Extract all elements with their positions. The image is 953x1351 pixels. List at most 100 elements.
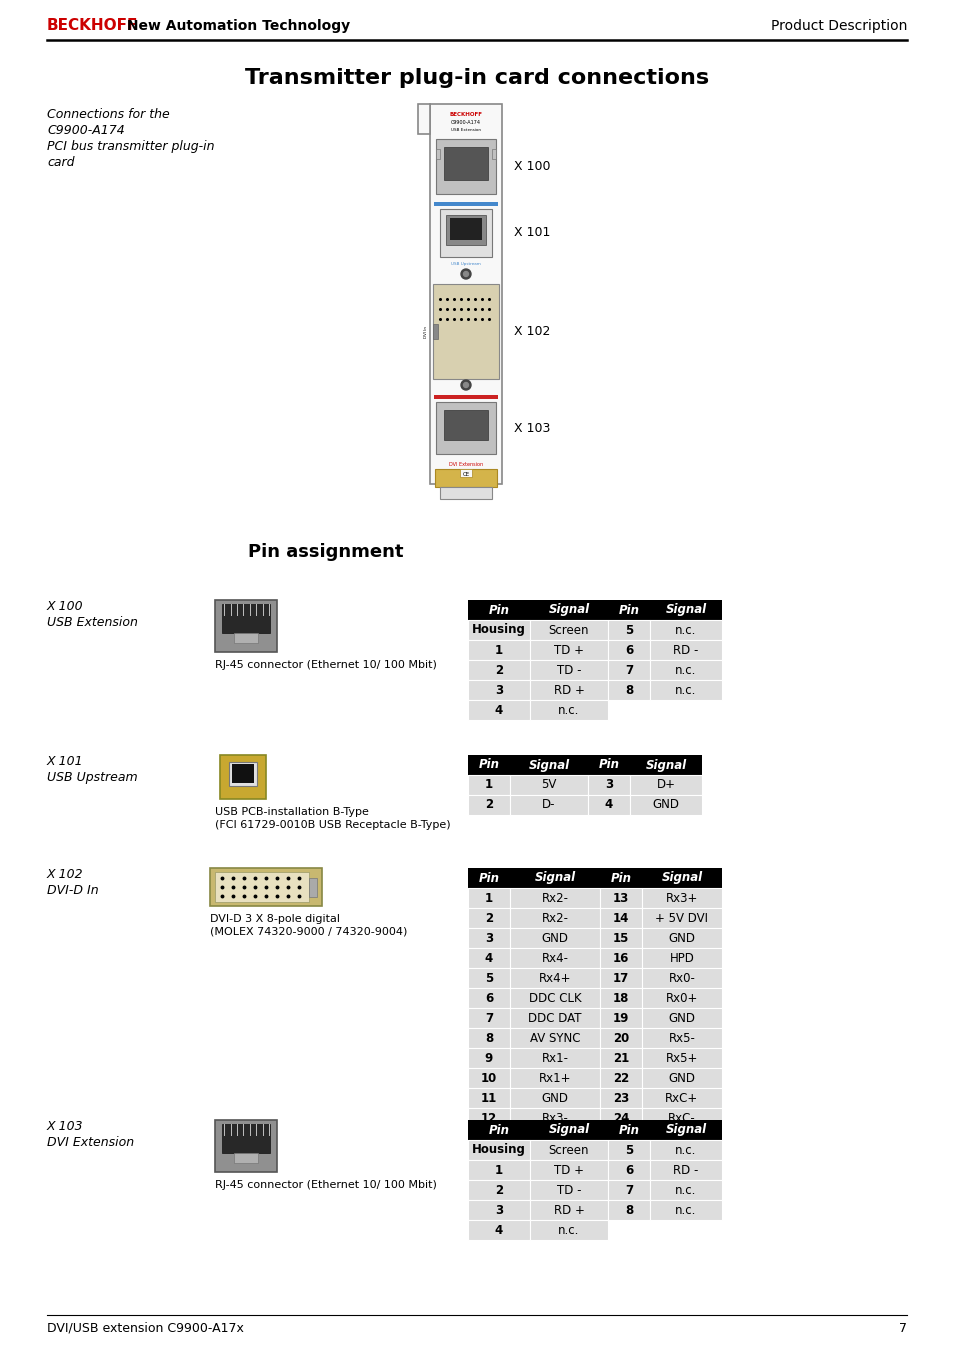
Text: Connections for the: Connections for the <box>47 108 170 122</box>
Text: 21: 21 <box>612 1051 628 1065</box>
Bar <box>468 969 510 988</box>
Bar <box>641 908 721 928</box>
Bar <box>530 680 607 700</box>
Text: 6: 6 <box>624 643 633 657</box>
Bar <box>641 969 721 988</box>
Text: 7: 7 <box>484 1012 493 1024</box>
Bar <box>510 1048 599 1069</box>
Bar <box>468 1220 530 1240</box>
Text: card: card <box>47 155 74 169</box>
Text: Transmitter plug-in card connections: Transmitter plug-in card connections <box>245 68 708 88</box>
Text: HPD: HPD <box>669 951 694 965</box>
Text: Screen: Screen <box>548 1143 589 1156</box>
Text: BECKHOFF: BECKHOFF <box>47 19 138 34</box>
Bar <box>587 794 629 815</box>
Bar <box>434 203 497 205</box>
Text: Pin: Pin <box>610 871 631 885</box>
Text: 6: 6 <box>624 1163 633 1177</box>
Text: 4: 4 <box>495 1224 502 1236</box>
Text: n.c.: n.c. <box>675 1183 696 1197</box>
Text: DVI-D 3 X 8-pole digital: DVI-D 3 X 8-pole digital <box>210 915 339 924</box>
Text: 15: 15 <box>612 931 629 944</box>
Bar <box>607 640 649 661</box>
Text: 2: 2 <box>484 798 493 812</box>
Bar <box>433 324 437 339</box>
Text: Rx5+: Rx5+ <box>665 1051 698 1065</box>
Bar <box>436 403 496 454</box>
Text: X 102: X 102 <box>47 867 84 881</box>
Bar <box>468 888 510 908</box>
Bar <box>468 1008 510 1028</box>
Text: Signal: Signal <box>548 604 589 616</box>
Text: (MOLEX 74320-9000 / 74320-9004): (MOLEX 74320-9000 / 74320-9004) <box>210 927 407 938</box>
Text: DVI In: DVI In <box>423 326 428 338</box>
Text: 5: 5 <box>624 1143 633 1156</box>
Text: Pin assignment: Pin assignment <box>248 543 403 561</box>
Bar <box>468 661 530 680</box>
Bar <box>587 755 629 775</box>
Bar <box>417 104 430 134</box>
Text: 2: 2 <box>484 912 493 924</box>
Text: D-: D- <box>541 798 556 812</box>
Text: 6: 6 <box>484 992 493 1005</box>
Bar <box>649 1161 721 1179</box>
Bar <box>510 888 599 908</box>
Bar <box>210 867 322 907</box>
Text: 3: 3 <box>495 1204 502 1216</box>
Bar <box>214 871 309 902</box>
Bar <box>641 888 721 908</box>
Text: 9: 9 <box>484 1051 493 1065</box>
Text: 2: 2 <box>495 1183 502 1197</box>
Text: 3: 3 <box>484 931 493 944</box>
Text: n.c.: n.c. <box>558 1224 579 1236</box>
Bar <box>510 988 599 1008</box>
Bar <box>530 1120 607 1140</box>
Text: Signal: Signal <box>660 871 701 885</box>
Bar <box>641 1069 721 1088</box>
Bar <box>468 794 510 815</box>
Text: 8: 8 <box>624 1204 633 1216</box>
Text: Housing: Housing <box>472 1143 525 1156</box>
Bar <box>468 908 510 928</box>
Bar <box>641 1048 721 1069</box>
Bar <box>468 1069 510 1088</box>
Text: X 100: X 100 <box>514 159 550 173</box>
Bar <box>468 1161 530 1179</box>
Bar <box>434 394 497 399</box>
Text: 7: 7 <box>898 1321 906 1335</box>
Bar <box>510 1028 599 1048</box>
Bar <box>607 1140 649 1161</box>
Text: 2: 2 <box>495 663 502 677</box>
Text: n.c.: n.c. <box>675 663 696 677</box>
Text: Product Description: Product Description <box>770 19 906 32</box>
Circle shape <box>463 272 468 277</box>
Text: 20: 20 <box>612 1032 628 1044</box>
Bar <box>599 969 641 988</box>
Text: 18: 18 <box>612 992 629 1005</box>
Bar <box>436 139 496 195</box>
Bar <box>629 775 701 794</box>
Text: 7: 7 <box>624 663 633 677</box>
Text: X 102: X 102 <box>514 326 550 338</box>
Bar <box>468 1140 530 1161</box>
Circle shape <box>463 382 468 388</box>
Bar <box>510 928 599 948</box>
Bar <box>530 1200 607 1220</box>
Text: 1: 1 <box>495 643 502 657</box>
Bar <box>530 600 607 620</box>
Bar <box>599 908 641 928</box>
Bar <box>530 661 607 680</box>
Text: Rx4-: Rx4- <box>541 951 568 965</box>
Bar <box>649 600 721 620</box>
Text: Signal: Signal <box>665 604 706 616</box>
Bar <box>599 867 641 888</box>
Text: USB Upstream: USB Upstream <box>451 262 480 266</box>
Text: 5: 5 <box>624 624 633 636</box>
Text: n.c.: n.c. <box>558 704 579 716</box>
Bar <box>468 680 530 700</box>
Text: X 101: X 101 <box>47 755 84 767</box>
Text: n.c.: n.c. <box>675 624 696 636</box>
Bar <box>510 1008 599 1028</box>
Text: Signal: Signal <box>534 871 575 885</box>
Bar <box>450 218 481 240</box>
